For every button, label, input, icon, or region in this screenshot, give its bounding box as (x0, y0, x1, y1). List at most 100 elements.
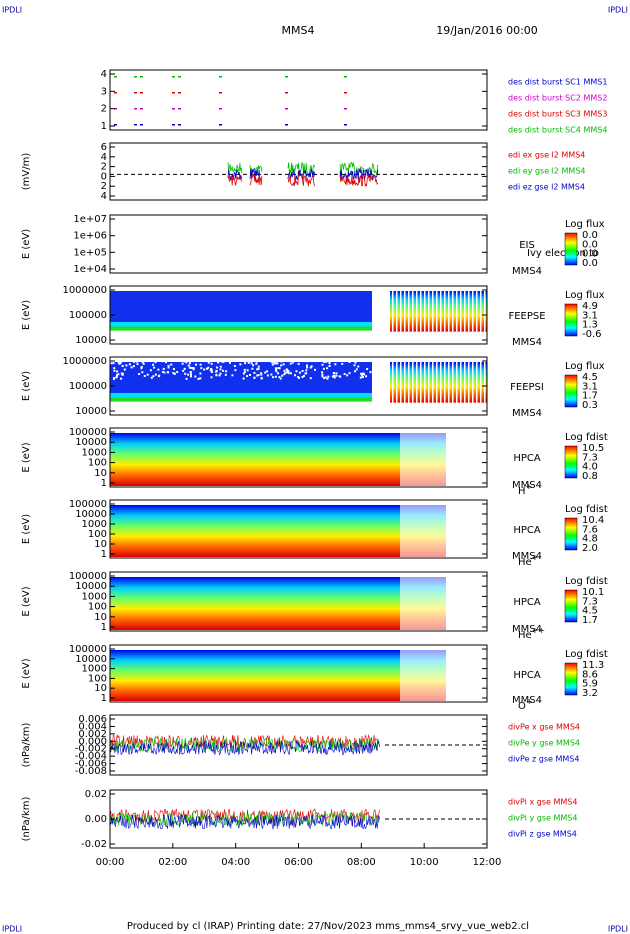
gap (440, 288, 442, 332)
burst-mark (134, 124, 137, 126)
y-tick-label: 1000 (82, 447, 107, 458)
speckle (286, 370, 289, 373)
speckle (185, 377, 188, 380)
gap (384, 288, 386, 332)
y-tick-label: 0.002 (78, 729, 107, 740)
gap (372, 288, 374, 332)
gap (484, 288, 486, 332)
speckle (222, 360, 225, 363)
y-tick-label: 100 (88, 529, 107, 540)
burst-mark (219, 124, 222, 126)
y-tick-label: 100 (88, 673, 107, 684)
speckle (348, 360, 351, 363)
panel-label: FEEPSI (510, 382, 544, 393)
speckle (365, 375, 368, 378)
burst-mark (285, 76, 288, 78)
y-tick-label: 100000 (69, 381, 107, 392)
speckle (162, 360, 165, 363)
colorbar-tick: 7.3 (582, 596, 598, 607)
speckle (117, 373, 120, 376)
y-axis-label: E (eV) (21, 658, 32, 688)
y-tick-label: 100 (88, 458, 107, 469)
speckle (217, 361, 220, 364)
speckle (353, 370, 356, 373)
speckle (162, 367, 165, 370)
y-tick-label: 10 (94, 612, 107, 623)
trace (249, 173, 263, 186)
gap (444, 359, 446, 403)
colorbar-tick: 0.3 (582, 400, 598, 411)
y-tick-label: 1 (101, 478, 107, 489)
speckle (271, 363, 274, 366)
gap (452, 359, 454, 403)
speckle (309, 377, 312, 380)
speckle (142, 362, 145, 365)
y-tick-label: 1000 (82, 591, 107, 602)
speckle (321, 375, 324, 378)
burst-mark (285, 108, 288, 110)
speckle (140, 367, 143, 370)
speckle (321, 373, 324, 376)
colorbar-tick: 3.1 (582, 310, 598, 321)
y-tick-label: -0.002 (75, 744, 107, 755)
speckle (233, 364, 236, 367)
speckle (224, 373, 227, 376)
y-tick-label: 10000 (75, 654, 107, 665)
speckle (333, 376, 336, 379)
colorbar-tick: 2.0 (582, 543, 598, 554)
speckle (112, 362, 115, 365)
gap (460, 359, 462, 403)
colorbar-tick: 4.5 (582, 372, 598, 383)
speckle (117, 361, 120, 364)
y-tick-label: 0.004 (78, 721, 107, 732)
species-base: He (518, 557, 532, 568)
colorbar-tick: 0.0 (582, 258, 598, 269)
speckle (246, 369, 249, 372)
speckle (327, 375, 330, 378)
speckle (243, 368, 246, 371)
speckle (219, 368, 222, 371)
speckle (210, 368, 213, 371)
gap (396, 288, 398, 332)
y-axis-label: (mV/m) (21, 153, 32, 191)
speckle (216, 366, 219, 369)
y-tick-label: 10 (94, 468, 107, 479)
speckle (360, 373, 363, 376)
y-tick-label: 100000 (69, 427, 107, 438)
burst-mark (114, 76, 117, 78)
y-tick-label: 10000 (75, 509, 107, 520)
y-tick-label: 4 (101, 152, 107, 163)
speckle (222, 369, 225, 372)
speckle (274, 375, 277, 378)
species: H+ (518, 482, 532, 498)
burst-mark (140, 124, 143, 126)
y-tick-label: 1000000 (62, 285, 107, 296)
gap (480, 359, 482, 403)
speckle (203, 368, 206, 371)
speckle (353, 364, 356, 367)
y-tick-label: 4 (101, 191, 107, 202)
panel-label: MMS4 (512, 337, 542, 348)
y-tick-label: 10000 (75, 335, 107, 346)
y-tick-label: 1e+04 (73, 264, 107, 275)
speckle (260, 373, 263, 376)
gap (424, 288, 426, 332)
speckle (133, 361, 136, 364)
gap (448, 288, 450, 332)
speckle (306, 366, 309, 369)
burst-mark (172, 108, 175, 110)
spectrogram (110, 326, 373, 331)
panel-label: MMS4 (512, 266, 542, 277)
y-tick-label: 0.02 (85, 789, 107, 800)
speckle (221, 360, 224, 363)
colorbar-title: Log flux (565, 290, 605, 301)
speckle (366, 368, 369, 371)
speckle (332, 372, 335, 375)
speckle (197, 377, 200, 380)
burst-mark (219, 108, 222, 110)
speckle (275, 369, 278, 372)
gap (456, 359, 458, 403)
gap (476, 359, 478, 403)
speckle (187, 373, 190, 376)
legend-entry: divPe y gse MMS4 (508, 739, 580, 748)
